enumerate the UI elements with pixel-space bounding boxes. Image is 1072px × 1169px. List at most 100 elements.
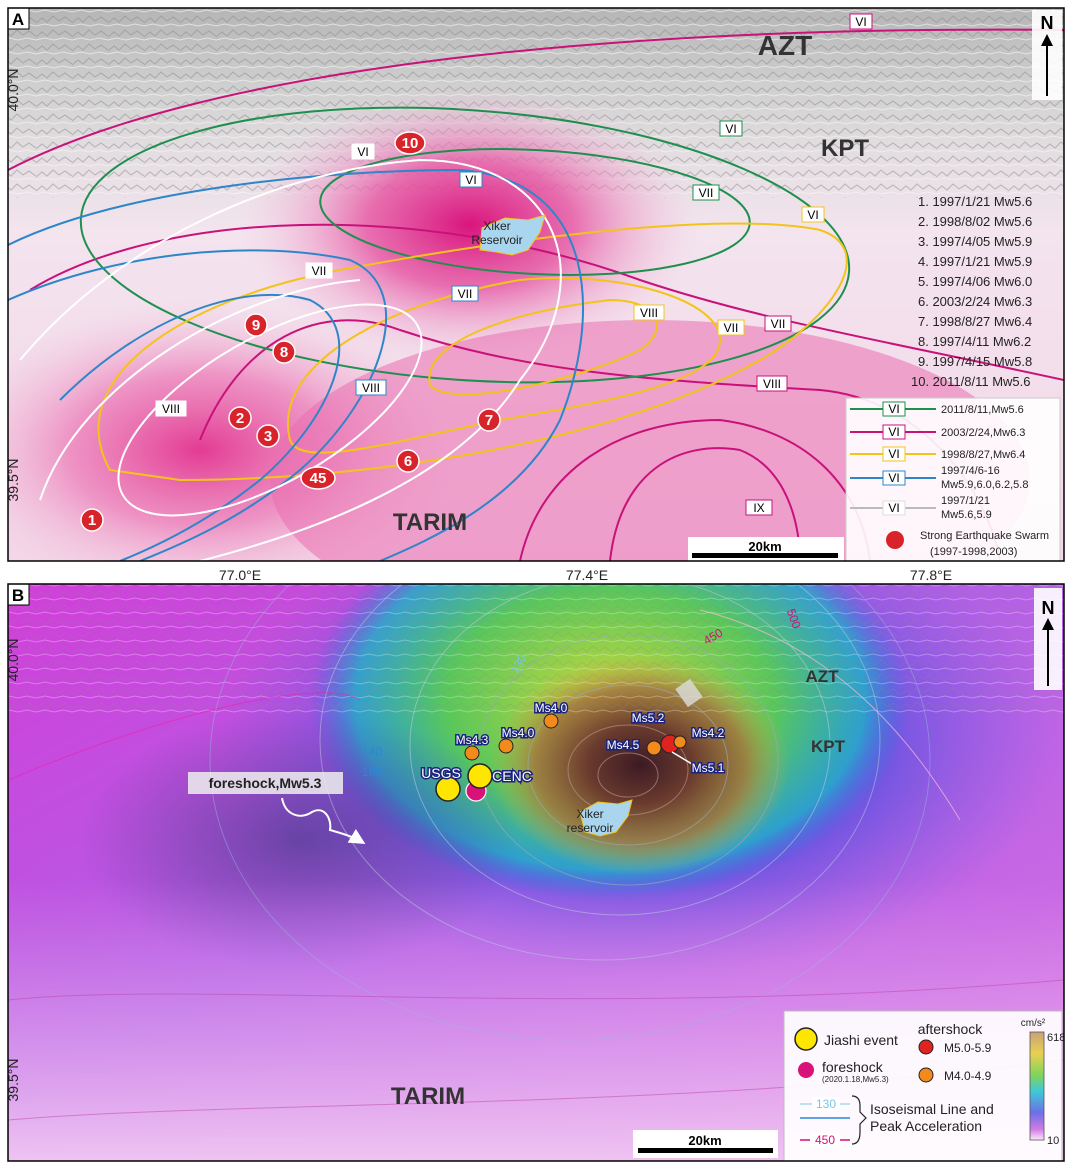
legend-iso-text-2: Peak Acceleration — [870, 1118, 982, 1134]
isoseismal-2003-vi — [8, 28, 1064, 171]
swarm-symbol — [886, 531, 904, 549]
foreshock-callout-box — [188, 772, 343, 794]
svg-text:VIII: VIII — [162, 402, 180, 416]
svg-text:Mw5.9,6.0,6.2,5.8: Mw5.9,6.0,6.2,5.8 — [941, 479, 1028, 491]
panel-b-xiker-reservoir — [579, 799, 633, 837]
svg-text:3: 3 — [264, 428, 272, 445]
quake-list-item: 5. 1997/4/06 Mw6.0 — [918, 274, 1032, 289]
svg-text:VII: VII — [724, 321, 739, 335]
aftershock-marker: Ms4.0 — [533, 700, 569, 729]
panel-a-region-azt: AZT — [758, 30, 812, 61]
intensity-label: VIII — [355, 379, 387, 396]
quake-list-item: 7. 1998/8/27 Mw6.4 — [918, 314, 1032, 329]
panel-b-reservoir-label-2: reservoir — [567, 821, 614, 835]
svg-text:VII: VII — [771, 317, 786, 331]
svg-text:VI: VI — [888, 425, 899, 439]
svg-text:1: 1 — [88, 512, 96, 529]
colorbar-max: 618 — [1047, 1032, 1065, 1044]
svg-text:VII: VII — [699, 186, 714, 200]
earthquake-marker: 2 — [228, 406, 252, 430]
aftershock-marker: Ms4.3 — [454, 732, 490, 761]
panel-a-scale-bar: 20km — [688, 537, 844, 561]
svg-text:6: 6 — [404, 453, 412, 470]
svg-text:8: 8 — [280, 344, 288, 361]
panel-a-letter: A — [8, 8, 30, 30]
colorbar-unit: cm/s² — [1021, 1018, 1046, 1029]
svg-text:B: B — [12, 586, 24, 605]
legend-foreshock-symbol — [798, 1062, 814, 1078]
lon-label-77-8: 77.8°E — [910, 567, 952, 583]
svg-text:VI: VI — [888, 501, 899, 515]
panel-a-region-tarim: TARIM — [393, 509, 467, 536]
svg-text:VIII: VIII — [763, 377, 781, 391]
legend-row-2003: VI 2003/2/24,Mw6.3 — [850, 424, 1025, 440]
panel-b-lat-label-39-5: 39.5°N — [5, 1059, 21, 1102]
isoseismal-1997-1-vi — [19, 158, 562, 561]
panel-b-contours — [8, 584, 1064, 1121]
legend-aftershock-title: aftershock — [918, 1021, 984, 1037]
quake-list-item: 8. 1997/4/11 Mw6.2 — [918, 334, 1031, 349]
isoseismal-1998-vi — [97, 222, 848, 482]
intensity-label: VII — [451, 285, 479, 302]
cenc-epicenter — [467, 763, 493, 789]
intensity-label: VI — [719, 120, 743, 137]
isoseismal-2003-ix — [609, 447, 801, 561]
svg-text:(1997-1998,2003): (1997-1998,2003) — [930, 546, 1017, 558]
svg-text:VI: VI — [465, 173, 476, 187]
intensity-label: VI — [351, 143, 375, 160]
quake-list-item: 1. 1997/1/21 Mw5.6 — [918, 194, 1032, 209]
svg-text:VI: VI — [888, 447, 899, 461]
panel-a-quake-list: 1. 1997/1/21 Mw5.6 2. 1998/8/02 Mw5.6 3.… — [911, 194, 1032, 389]
panel-a: Xiker Reservoir VI VI VI VI VI VII VII V… — [8, 8, 1064, 561]
svg-text:7: 7 — [485, 412, 493, 429]
svg-text:1998/8/27,Mw6.4: 1998/8/27,Mw6.4 — [941, 449, 1025, 461]
earthquake-marker: 6 — [396, 449, 420, 473]
aftershock-marker: Ms4.5 — [605, 737, 662, 756]
earthquake-marker: 9 — [244, 313, 268, 337]
svg-text:VI: VI — [888, 402, 899, 416]
svg-text:Ms4.5: Ms4.5 — [607, 738, 640, 752]
panel-a-legend-box — [845, 397, 1061, 561]
isoseismal-2011-vi — [79, 106, 851, 384]
usgs-epicenter — [435, 776, 461, 802]
earthquake-marker: 45 — [300, 466, 336, 490]
panel-b-contour-labels: 140 160 130 450 500 — [362, 607, 804, 779]
legend-jiashi-label: Jiashi event — [824, 1032, 898, 1048]
svg-text:1997/1/21: 1997/1/21 — [941, 495, 990, 507]
intensity-label: VII — [764, 315, 792, 332]
isoseismal-1997-4-viii — [59, 293, 341, 561]
earthquake-marker: 8 — [272, 340, 296, 364]
svg-text:Ms4.0: Ms4.0 — [502, 726, 535, 740]
earthquake-marker: 10 — [394, 131, 426, 155]
svg-text:N: N — [1042, 598, 1055, 618]
panel-b: Xiker reservoir 140 160 130 450 500 Ms4.… — [8, 584, 1065, 1161]
svg-text:9: 9 — [252, 317, 260, 334]
svg-text:Mw5.6,5.9: Mw5.6,5.9 — [941, 509, 992, 521]
panel-b-aftershocks: Ms4.0 Ms4.3 Ms4.0 Ms5.2 Ms4.2 Ms4.5 Ms5.… — [454, 700, 726, 777]
svg-text:Ms4.0: Ms4.0 — [535, 701, 568, 715]
legend-foreshock-sub: (2020.1.18,Mw5.3) — [822, 1075, 889, 1084]
panel-b-letter: B — [8, 584, 30, 606]
intensity-label: VII — [305, 262, 333, 279]
legend-m5-symbol — [918, 1039, 934, 1055]
isoseismal-1997-4-vi — [8, 168, 585, 561]
legend-m4-symbol — [918, 1067, 934, 1083]
legend-isoseismal-lines: 130 450 — [800, 1095, 867, 1147]
lat-label-39-5: 39.5°N — [5, 459, 21, 502]
panel-a-frame — [7, 7, 1065, 562]
aftershock-leader — [671, 751, 693, 765]
legend-row-swarm: Strong Earthquake Swarm (1997-1998,2003) — [886, 530, 1049, 558]
panel-b-foreshock-callout: foreshock,Mw5.3 — [188, 772, 366, 845]
panel-a-legend: VI 2011/8/11,Mw5.6 VI 2003/2/24,Mw6.3 VI… — [845, 397, 1061, 561]
earthquake-marker: 1 — [80, 508, 104, 532]
svg-text:VII: VII — [312, 264, 327, 278]
svg-text:20km: 20km — [748, 539, 781, 554]
intensity-label: VIII — [633, 304, 665, 321]
svg-text:VI: VI — [807, 208, 818, 222]
cenc-label: CENC — [492, 768, 532, 784]
quake-list-item: 2. 1998/8/02 Mw5.6 — [918, 214, 1032, 229]
panel-a-earthquake-markers: 1 2 3 45 6 7 8 9 10 — [80, 131, 501, 532]
svg-text:VIII: VIII — [362, 381, 380, 395]
earthquake-marker: 3 — [256, 424, 280, 448]
